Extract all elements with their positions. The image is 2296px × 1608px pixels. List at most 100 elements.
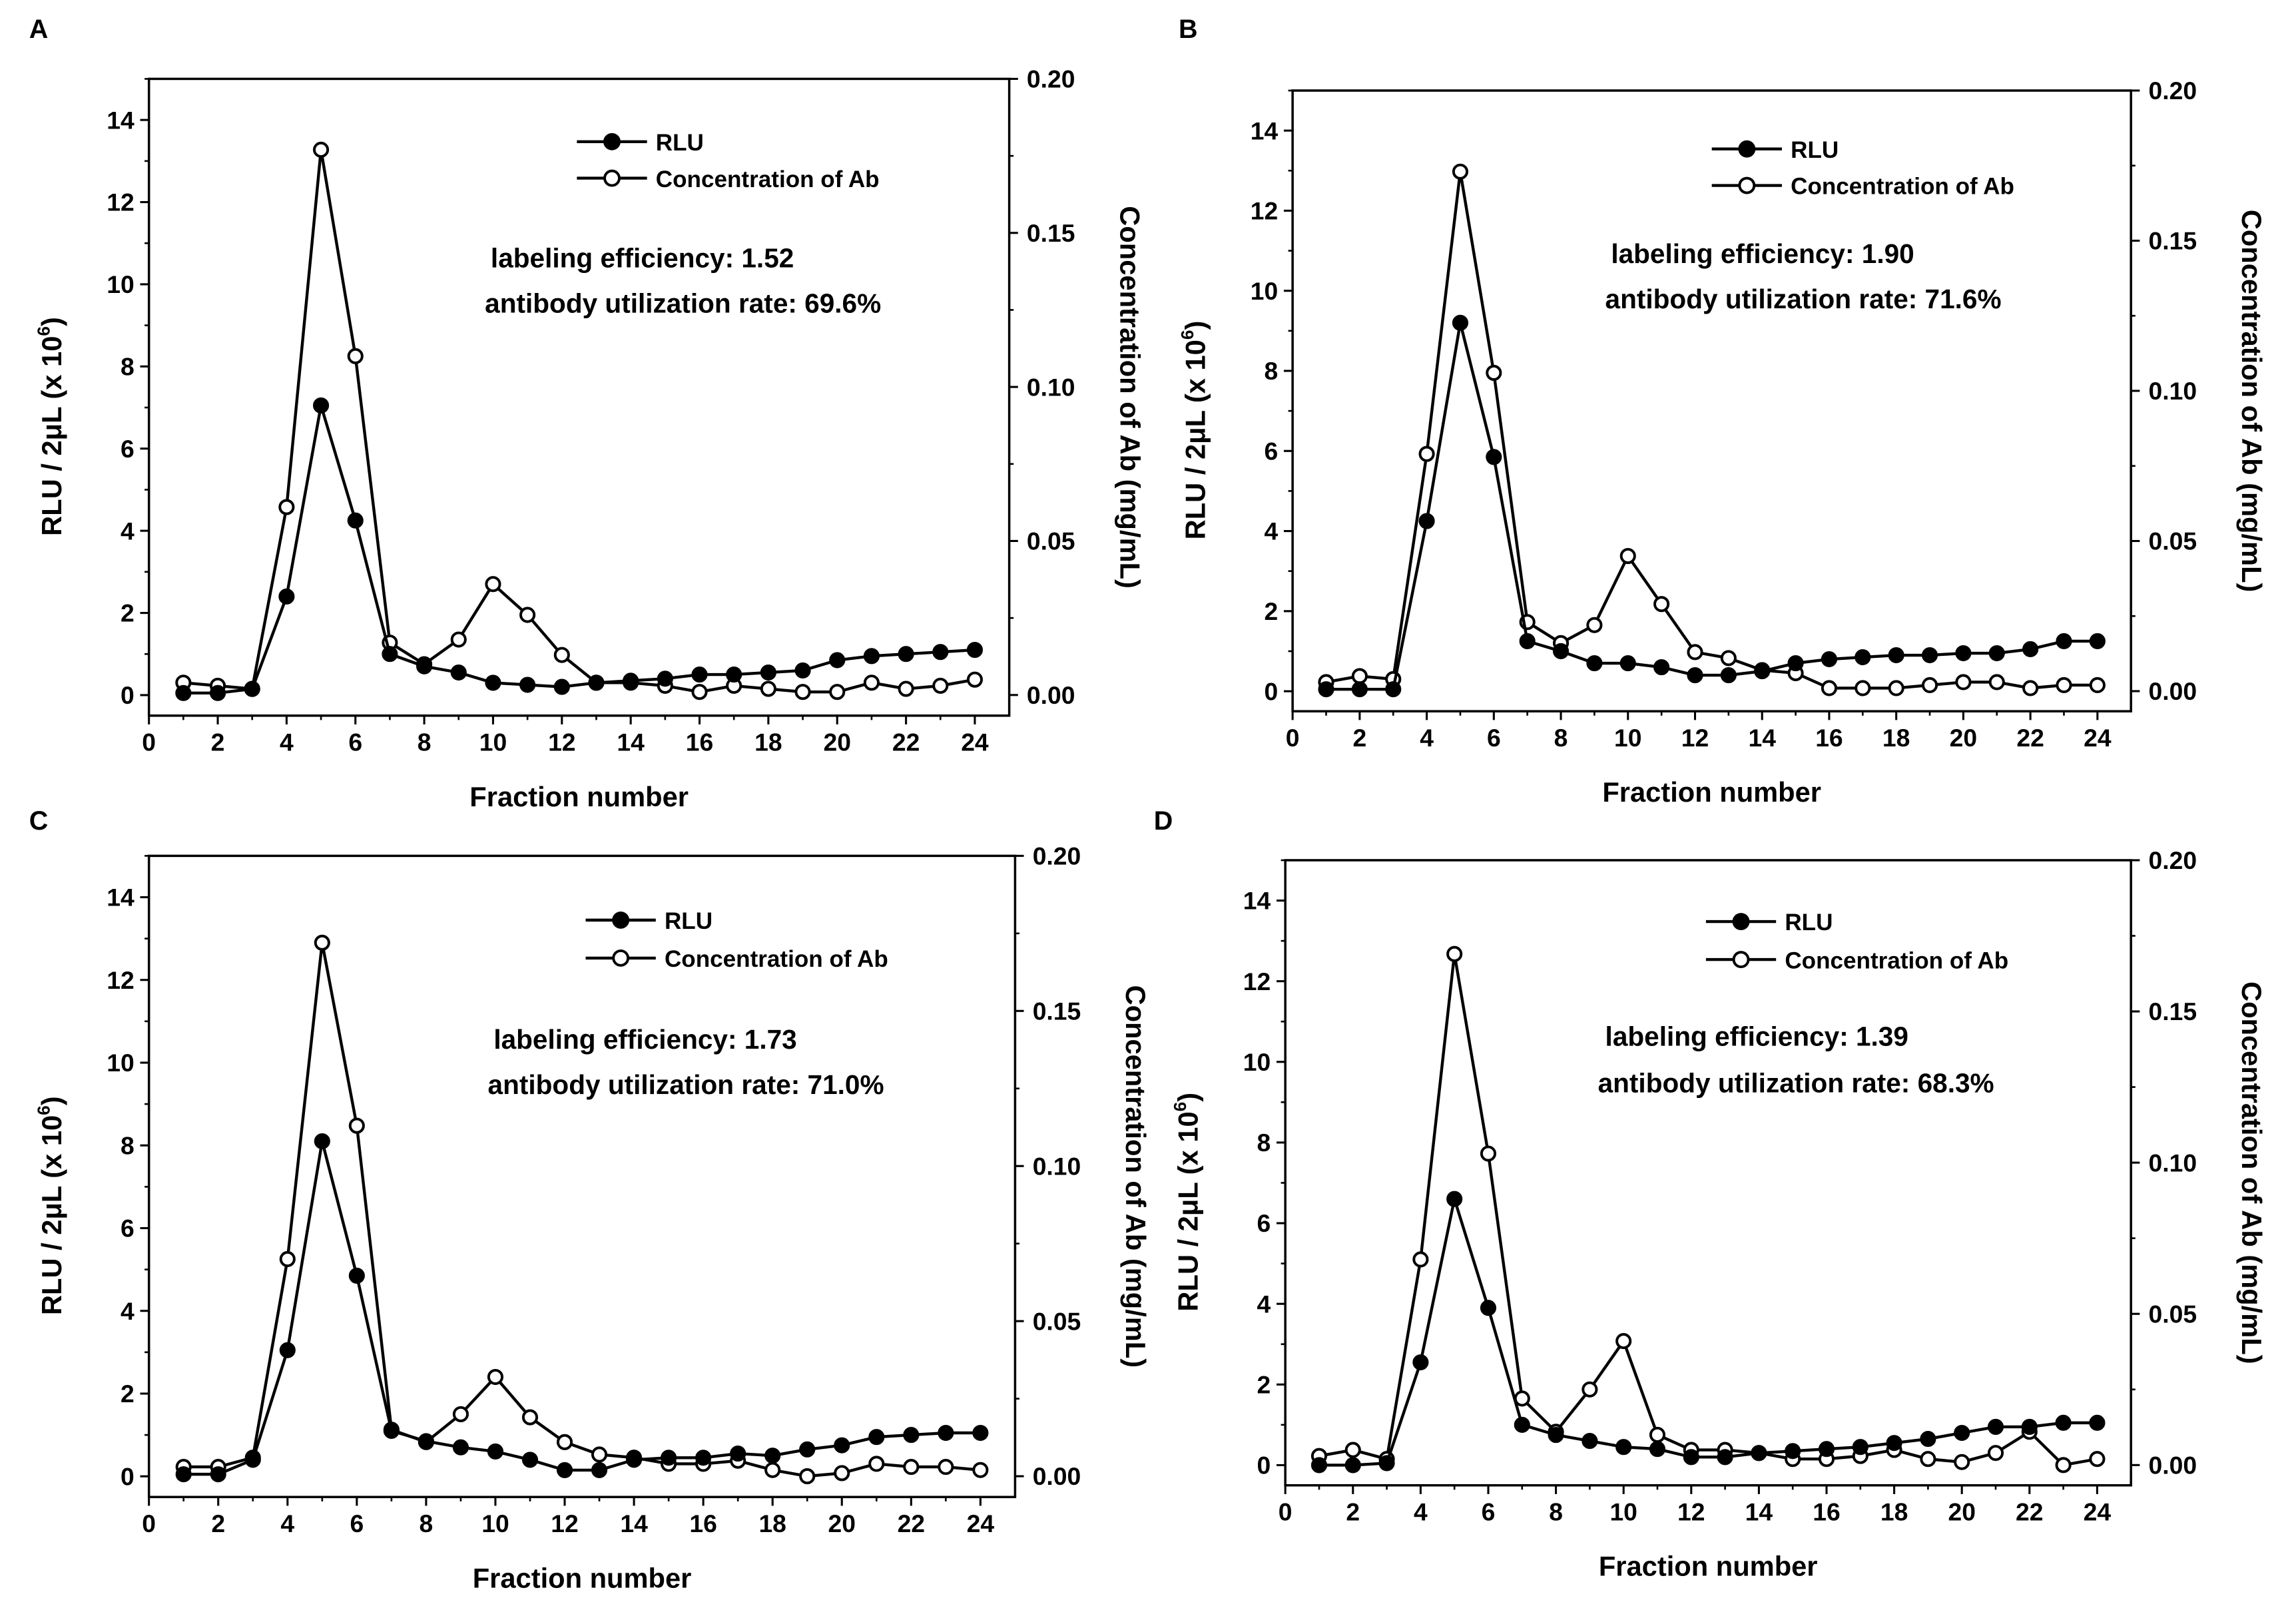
data-point-rlu — [2021, 1418, 2038, 1435]
y-left-tick-label: 6 — [1257, 1209, 1271, 1237]
x-tick-label: 6 — [348, 728, 362, 756]
data-point-rlu — [1683, 1449, 1699, 1466]
data-point-rlu — [1987, 1418, 2004, 1435]
y-left-tick-label: 12 — [107, 188, 134, 216]
annotation-labeling-efficiency: labeling efficiency: 1.90 — [1611, 238, 1914, 269]
data-point-rlu — [726, 667, 742, 683]
data-point-concentration — [348, 1117, 365, 1134]
data-point-concentration — [485, 576, 501, 593]
legend-marker-rlu — [603, 133, 621, 150]
y-left-tick-label: 4 — [1264, 517, 1278, 545]
x-tick-label: 14 — [1745, 1497, 1773, 1525]
x-tick-label: 4 — [1420, 724, 1434, 752]
data-point-rlu — [450, 664, 467, 681]
data-point-rlu — [588, 674, 605, 691]
data-point-rlu — [626, 1452, 643, 1468]
x-tick-label: 16 — [1813, 1497, 1840, 1525]
series-line-rlu — [183, 1141, 981, 1476]
data-point-rlu — [553, 678, 570, 695]
x-tick-label: 14 — [617, 728, 645, 756]
y-right-tick-label: 0.15 — [2149, 997, 2197, 1025]
y-right-tick-label: 0.20 — [1033, 842, 1081, 870]
data-point-rlu — [1720, 667, 1737, 684]
x-tick-label: 12 — [548, 728, 575, 756]
legend-label-rlu: RLU — [665, 908, 713, 934]
data-point-concentration — [1446, 945, 1463, 962]
data-point-concentration — [1954, 1454, 1970, 1470]
plot-frame — [1284, 859, 2132, 1487]
data-point-rlu — [314, 1133, 330, 1150]
x-tick-label: 22 — [898, 1509, 925, 1537]
data-point-rlu — [1581, 1433, 1598, 1450]
y-right-tick-label: 0.15 — [1033, 997, 1081, 1025]
data-point-concentration — [1821, 680, 1838, 696]
data-point-concentration — [279, 1250, 296, 1268]
data-point-concentration — [868, 1456, 885, 1472]
data-point-concentration — [487, 1368, 504, 1386]
y-left-tick-label: 10 — [1251, 277, 1278, 305]
y-left-axis-title-text: RLU / 2μL (x 10 — [1180, 340, 1211, 539]
data-point-concentration — [1955, 674, 1972, 690]
data-point-rlu — [2056, 633, 2072, 650]
data-point-rlu — [278, 588, 295, 605]
data-point-concentration — [903, 1459, 920, 1475]
data-point-rlu — [1921, 647, 1938, 664]
data-point-rlu — [209, 684, 226, 701]
data-point-rlu — [972, 1424, 989, 1442]
data-point-concentration — [1351, 668, 1368, 684]
y-left-tick-label: 4 — [121, 517, 135, 545]
data-point-rlu — [794, 662, 811, 678]
x-tick-label: 14 — [1748, 724, 1776, 752]
legend-label-rlu: RLU — [1785, 910, 1833, 936]
y-left-axis-title-close: ) — [36, 317, 67, 326]
data-point-rlu — [829, 652, 846, 669]
plot-frame — [147, 77, 1011, 717]
x-tick-label: 8 — [420, 1509, 433, 1537]
data-point-rlu — [175, 684, 192, 701]
series-line-rlu — [1326, 322, 2098, 691]
data-point-rlu — [1988, 645, 2005, 662]
y-left-tick-label: 14 — [107, 106, 135, 134]
y-left-tick-label: 6 — [121, 435, 135, 463]
data-point-rlu — [938, 1424, 954, 1442]
y-left-tick-label: 10 — [107, 270, 134, 298]
data-point-rlu — [932, 644, 949, 661]
x-tick-label: 20 — [1948, 1497, 1975, 1525]
data-point-concentration — [829, 684, 846, 700]
data-point-rlu — [1787, 655, 1804, 672]
y-left-axis-title-exponent: 6 — [1170, 1102, 1190, 1112]
y-left-tick-label: 4 — [1257, 1290, 1271, 1318]
data-point-rlu — [452, 1439, 469, 1456]
data-point-rlu — [1619, 655, 1636, 672]
legend-label-concentration: Concentration of Ab — [665, 946, 888, 972]
data-point-rlu — [279, 1342, 296, 1358]
y-left-tick-label: 12 — [107, 966, 134, 994]
legend-marker-concentration — [603, 169, 621, 187]
data-point-concentration — [1649, 1426, 1666, 1443]
x-axis-title: Fraction number — [1599, 1551, 1818, 1582]
x-tick-label: 18 — [758, 1509, 786, 1537]
x-tick-label: 2 — [1353, 724, 1367, 752]
y-left-tick-label: 2 — [1257, 1370, 1271, 1398]
y-left-axis-title: RLU / 2μL (x 106) — [34, 1096, 68, 1315]
x-tick-label: 0 — [142, 1509, 156, 1537]
x-tick-label: 20 — [824, 728, 851, 756]
y-left-tick-label: 8 — [1257, 1129, 1271, 1157]
panel-label: C — [29, 806, 49, 836]
y-left-tick-label: 14 — [1251, 117, 1279, 144]
data-point-rlu — [1378, 1455, 1395, 1472]
data-point-concentration — [764, 1462, 781, 1478]
y-left-axis-title-exponent: 6 — [1177, 330, 1197, 340]
panel-b: B RLU Concentration of Ab labeling effic… — [1177, 15, 2267, 808]
data-point-rlu — [348, 1267, 365, 1284]
x-tick-label: 18 — [754, 728, 782, 756]
y-right-tick-label: 0.05 — [1027, 527, 1075, 555]
x-tick-label: 8 — [418, 728, 431, 756]
y-left-tick-label: 10 — [107, 1049, 134, 1077]
data-point-rlu — [799, 1441, 816, 1458]
y-left-tick-label: 0 — [1264, 677, 1278, 705]
data-point-concentration — [1412, 1251, 1429, 1268]
x-tick-label: 8 — [1549, 1497, 1563, 1525]
data-point-rlu — [1954, 1424, 1970, 1442]
data-point-rlu — [1351, 681, 1368, 698]
